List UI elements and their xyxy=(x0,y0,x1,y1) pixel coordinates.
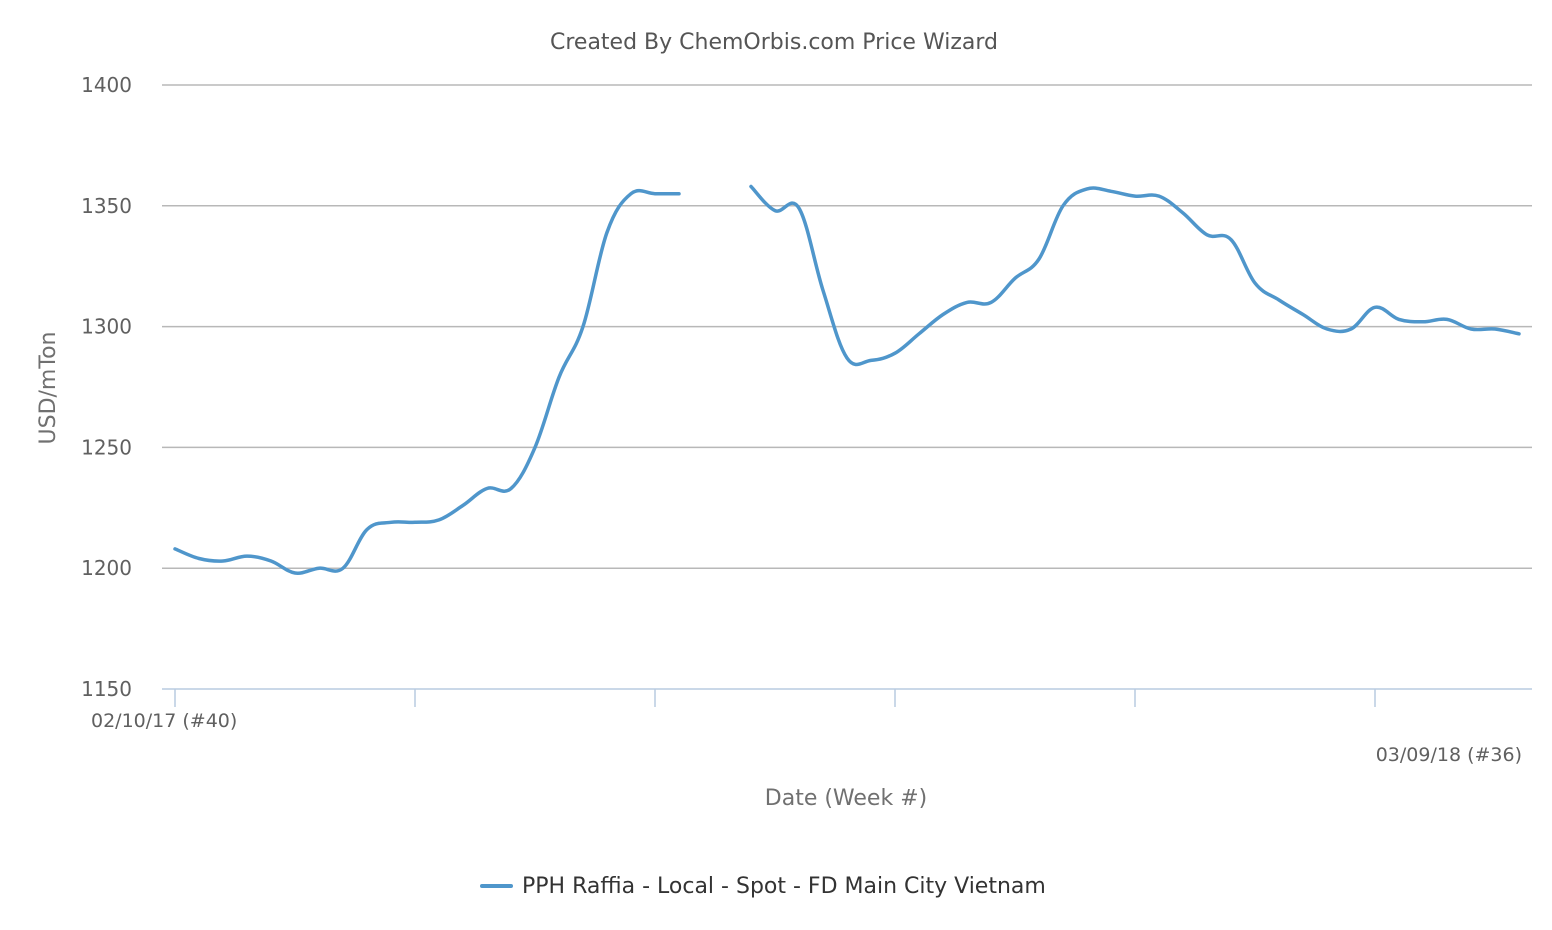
x-end-label: 03/09/18 (#36) xyxy=(1376,744,1522,766)
y-axis-ticks: 1400 1350 1300 1250 1200 1150 xyxy=(81,73,132,701)
x-start-label: 02/10/17 (#40) xyxy=(91,710,237,732)
chart-title: Created By ChemOrbis.com Price Wizard xyxy=(550,30,998,55)
series-line[interactable] xyxy=(749,184,1521,367)
y-axis-title: USD/mTon xyxy=(36,332,61,445)
legend[interactable]: PPH Raffia - Local - Spot - FD Main City… xyxy=(480,874,1046,899)
series-layer xyxy=(173,184,1521,575)
y-tick-label: 1200 xyxy=(81,556,132,580)
grid-lines xyxy=(162,84,1532,569)
y-tick-label: 1400 xyxy=(81,73,132,97)
y-tick-label: 1250 xyxy=(81,435,132,459)
x-axis-ticks xyxy=(174,689,1376,707)
series-line[interactable] xyxy=(173,188,681,575)
x-axis-title: Date (Week #) xyxy=(765,786,927,811)
y-tick-label: 1350 xyxy=(81,194,132,218)
y-tick-label: 1300 xyxy=(81,315,132,339)
y-tick-label: 1150 xyxy=(81,677,132,701)
legend-label[interactable]: PPH Raffia - Local - Spot - FD Main City… xyxy=(522,874,1046,899)
